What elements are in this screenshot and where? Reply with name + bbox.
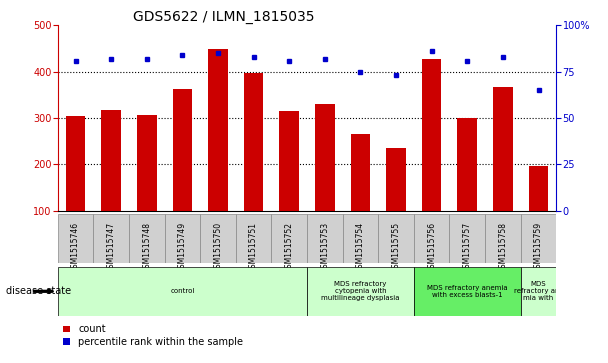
Text: GSM1515757: GSM1515757 (463, 221, 472, 273)
Text: GSM1515749: GSM1515749 (178, 221, 187, 273)
Bar (58, 214, 94, 263)
Bar (414, 267, 520, 316)
Text: GSM1515759: GSM1515759 (534, 221, 543, 273)
Bar (449, 214, 485, 263)
Bar (386, 148, 406, 211)
Bar (422, 59, 441, 211)
Text: GSM1515750: GSM1515750 (213, 221, 223, 273)
Text: control: control (170, 288, 195, 294)
Bar (307, 267, 414, 316)
Text: GSM1515756: GSM1515756 (427, 221, 436, 273)
Bar (307, 214, 343, 263)
Bar (236, 214, 271, 263)
Bar (485, 214, 520, 263)
Bar (343, 214, 378, 263)
Bar (315, 103, 334, 211)
Text: GSM1515746: GSM1515746 (71, 221, 80, 273)
Text: GSM1515748: GSM1515748 (142, 221, 151, 273)
Text: GSM1515753: GSM1515753 (320, 221, 330, 273)
Text: GSM1515752: GSM1515752 (285, 221, 294, 273)
Bar (165, 214, 200, 263)
Bar (378, 214, 414, 263)
Bar (271, 214, 307, 263)
Bar (520, 214, 556, 263)
Bar (520, 267, 556, 316)
Bar (94, 214, 129, 263)
Text: MDS refractory
cytopenia with
multilineage dysplasia: MDS refractory cytopenia with multilinea… (321, 281, 399, 301)
Bar (200, 214, 236, 263)
Bar (244, 73, 263, 211)
Bar (414, 214, 449, 263)
Text: GDS5622 / ILMN_1815035: GDS5622 / ILMN_1815035 (133, 11, 314, 24)
Bar (137, 115, 157, 211)
Bar (208, 49, 228, 211)
Text: MDS
refractory ane
mia with: MDS refractory ane mia with (514, 281, 564, 301)
Bar (66, 116, 85, 211)
Text: GSM1515747: GSM1515747 (106, 221, 116, 273)
Text: GSM1515751: GSM1515751 (249, 221, 258, 273)
Bar (129, 214, 165, 263)
Text: disease state: disease state (6, 286, 71, 296)
Bar (102, 110, 121, 211)
Text: GSM1515755: GSM1515755 (392, 221, 401, 273)
Bar (529, 166, 548, 211)
Bar (493, 86, 513, 211)
Text: MDS refractory anemia
with excess blasts-1: MDS refractory anemia with excess blasts… (427, 285, 508, 298)
Bar (280, 111, 299, 211)
Text: GSM1515758: GSM1515758 (499, 221, 508, 273)
Bar (173, 89, 192, 211)
Legend: count, percentile rank within the sample: count, percentile rank within the sample (63, 324, 243, 347)
Text: GSM1515754: GSM1515754 (356, 221, 365, 273)
Bar (457, 118, 477, 211)
Bar (58, 267, 307, 316)
Bar (351, 134, 370, 211)
